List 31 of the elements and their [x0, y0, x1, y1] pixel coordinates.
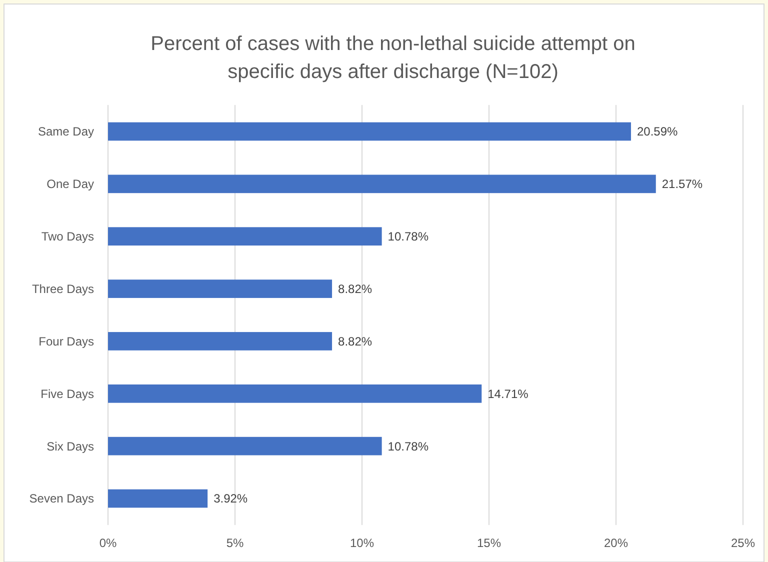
data-label: 8.82% — [338, 282, 372, 296]
y-tick-label: One Day — [46, 177, 94, 192]
bar — [108, 227, 382, 246]
data-label: 8.82% — [338, 334, 372, 348]
bar — [108, 122, 631, 141]
x-tick-label: 20% — [604, 536, 628, 550]
y-tick-label: Seven Days — [29, 492, 94, 506]
y-tick-label: Six Days — [46, 439, 94, 454]
bar — [108, 489, 208, 508]
bar — [108, 280, 332, 298]
x-tick-label: 0% — [99, 536, 117, 550]
x-tick-label: 10% — [350, 536, 374, 550]
x-tick-label: 25% — [730, 536, 756, 550]
data-label: 3.92% — [214, 492, 248, 506]
y-tick-label: Same Day — [38, 124, 94, 139]
bar — [108, 436, 382, 456]
y-tick-label: Five Days — [40, 386, 94, 401]
data-label: 10.78% — [388, 439, 429, 454]
data-label: 10.78% — [388, 230, 429, 244]
x-tick-label: 5% — [226, 536, 244, 550]
chart-title: Percent of cases with the non-lethal suicide attempt on specific days after discharge (N=102) — [150, 33, 636, 83]
y-tick-label: Two Days — [41, 230, 94, 244]
x-tick-label: 15% — [476, 536, 502, 550]
bar — [108, 384, 482, 403]
bar — [108, 174, 656, 194]
data-label: 20.59% — [636, 124, 678, 139]
y-tick-label: Four Days — [38, 334, 94, 348]
bar — [108, 332, 332, 350]
data-label: 14.71% — [488, 386, 529, 401]
y-tick-label: Three Days — [32, 282, 94, 296]
data-label: 21.57% — [662, 177, 703, 192]
